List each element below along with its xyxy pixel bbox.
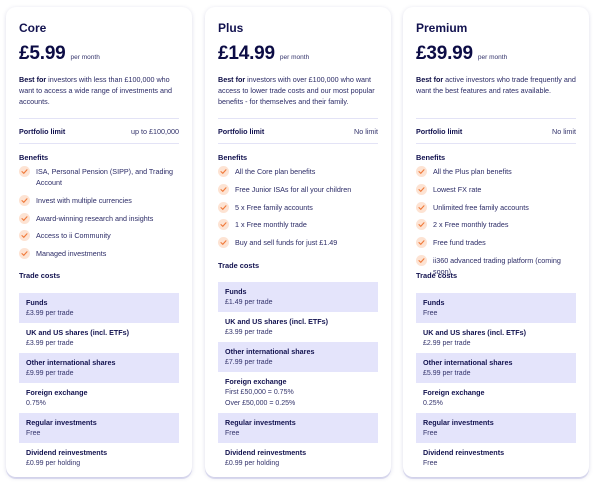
benefit-item: 5 x Free family accounts <box>218 201 378 213</box>
trade-costs-list: Funds £3.99 per trade UK and US shares (i… <box>19 293 179 473</box>
benefits-title: Benefits <box>416 153 446 162</box>
divider <box>218 143 378 144</box>
benefits-title: Benefits <box>218 153 248 162</box>
plan-price: £14.99 <box>218 43 275 64</box>
benefits-title: Benefits <box>19 153 49 162</box>
check-icon <box>218 219 229 231</box>
benefit-item: ISA, Personal Pension (SIPP), and Tradin… <box>19 166 179 188</box>
divider <box>218 118 378 119</box>
check-icon <box>416 254 427 266</box>
cost-row-funds: Funds £3.99 per trade <box>19 293 179 323</box>
cost-row-regular-investments: Regular investments Free <box>19 413 179 443</box>
best-for-label: Best for <box>19 75 47 84</box>
portfolio-limit-label: Portfolio limit <box>19 126 66 136</box>
portfolio-limit-row: Portfolio limit No limit <box>218 119 378 143</box>
plan-name: Premium <box>416 21 468 35</box>
cost-row-uk-us-shares: UK and US shares (incl. ETFs) £3.99 per t… <box>26 328 130 347</box>
cost-row-regular-investments: Regular investments Free <box>218 413 378 443</box>
benefit-item: Free Junior ISAs for all your children <box>218 183 378 195</box>
cost-row-dividend-reinvestments: Dividend reinvestments Free <box>423 448 505 467</box>
check-icon <box>416 183 427 195</box>
divider <box>19 118 179 119</box>
check-icon <box>218 166 229 177</box>
check-icon <box>218 201 229 213</box>
cost-row-international-shares: Other international shares £5.99 per trad… <box>416 353 576 383</box>
price-row: £39.99 per month <box>416 43 576 65</box>
benefit-item: ii360 advanced trading platform (coming … <box>416 254 576 277</box>
benefit-item: Unlimited free family accounts <box>416 201 576 213</box>
benefit-item: Award-winning research and insights <box>19 212 179 224</box>
price-row: £5.99 per month <box>19 43 179 65</box>
trade-costs-list: Funds Free UK and US shares (incl. ETFs) £… <box>416 293 576 473</box>
divider <box>416 143 576 144</box>
plan-price: £39.99 <box>416 43 473 64</box>
best-for-label: Best for <box>416 75 444 84</box>
portfolio-limit-label: Portfolio limit <box>416 126 463 136</box>
best-for-label: Best for <box>218 75 246 84</box>
price-period: per month <box>70 54 100 61</box>
check-icon <box>19 166 30 177</box>
best-for-text: investors with less than £100,000 who wa… <box>19 75 173 106</box>
benefit-item: Buy and sell funds for just £1.49 <box>218 237 378 249</box>
trade-costs-title: Trade costs <box>218 261 260 270</box>
best-for-description: Best for investors with over £100,000 wh… <box>218 74 378 118</box>
check-icon <box>416 237 427 249</box>
cost-row-funds: Funds £1.49 per trade <box>218 282 378 312</box>
divider <box>19 143 179 144</box>
best-for-description: Best for active investors who trade freq… <box>416 74 576 118</box>
check-icon <box>218 183 229 195</box>
best-for-text: active investors who trade frequently an… <box>416 75 576 95</box>
portfolio-limit-value: up to £100,000 <box>131 126 179 136</box>
portfolio-limit-value: No limit <box>552 126 576 136</box>
check-icon <box>19 230 30 242</box>
check-icon <box>19 248 30 260</box>
price-period: per month <box>279 54 310 61</box>
plan-name: Core <box>19 21 47 35</box>
plan-card-core: Core £5.99 per month Best for investors … <box>6 7 192 477</box>
price-row: £14.99 per month <box>218 43 378 65</box>
cost-row-foreign-exchange: Foreign exchange 0.25% <box>423 388 485 407</box>
check-icon <box>218 237 229 249</box>
trade-costs-title: Trade costs <box>19 271 61 280</box>
benefit-item: Managed investments <box>19 248 179 260</box>
cost-row-dividend-reinvestments: Dividend reinvestments £0.99 per holding <box>26 448 108 467</box>
check-icon <box>19 212 30 224</box>
benefit-item: All the Plus plan benefits <box>416 166 576 177</box>
cost-row-dividend-reinvestments: Dividend reinvestments £0.99 per holding <box>225 448 307 467</box>
cost-row-uk-us-shares: UK and US shares (incl. ETFs) £2.99 per t… <box>423 328 527 347</box>
trade-costs-list: Funds £1.49 per trade UK and US shares (i… <box>218 282 378 473</box>
best-for-text: investors with over £100,000 who want ac… <box>218 75 375 106</box>
best-for-description: Best for investors with less than £100,0… <box>19 74 179 118</box>
benefit-item: Access to ii Community <box>19 230 179 242</box>
plan-name: Plus <box>218 21 244 35</box>
portfolio-limit-value: No limit <box>354 126 378 136</box>
plan-card-premium: Premium £39.99 per month Best for active… <box>403 7 589 477</box>
cost-row-regular-investments: Regular investments Free <box>416 413 576 443</box>
benefit-item: All the Core plan benefits <box>218 166 378 177</box>
plan-card-plus: Plus £14.99 per month Best for investors… <box>205 7 391 477</box>
plan-price: £5.99 <box>19 43 66 64</box>
benefit-item: Invest with multiple currencies <box>19 194 179 206</box>
cost-row-international-shares: Other international shares £7.99 per trad… <box>218 342 378 372</box>
trade-costs-title: Trade costs <box>416 271 458 280</box>
benefit-item: 1 x Free monthly trade <box>218 219 378 231</box>
cost-row-funds: Funds Free <box>416 293 576 323</box>
benefit-item: Free fund trades <box>416 237 576 249</box>
portfolio-limit-row: Portfolio limit No limit <box>416 119 576 143</box>
check-icon <box>416 201 427 213</box>
benefit-item: 2 x Free monthly trades <box>416 219 576 231</box>
portfolio-limit-row: Portfolio limit up to £100,000 <box>19 119 179 143</box>
price-period: per month <box>477 54 508 61</box>
check-icon <box>416 166 427 177</box>
check-icon <box>416 219 427 231</box>
check-icon <box>19 194 30 206</box>
cost-row-international-shares: Other international shares £9.99 per trad… <box>19 353 179 383</box>
portfolio-limit-label: Portfolio limit <box>218 126 265 136</box>
cost-row-foreign-exchange: Foreign exchange First £50,000 = 0.75% Ove… <box>225 377 296 407</box>
cost-row-uk-us-shares: UK and US shares (incl. ETFs) £3.99 per t… <box>225 317 329 336</box>
benefit-item: Lowest FX rate <box>416 183 576 195</box>
divider <box>416 118 576 119</box>
cost-row-foreign-exchange: Foreign exchange 0.75% <box>26 388 88 407</box>
